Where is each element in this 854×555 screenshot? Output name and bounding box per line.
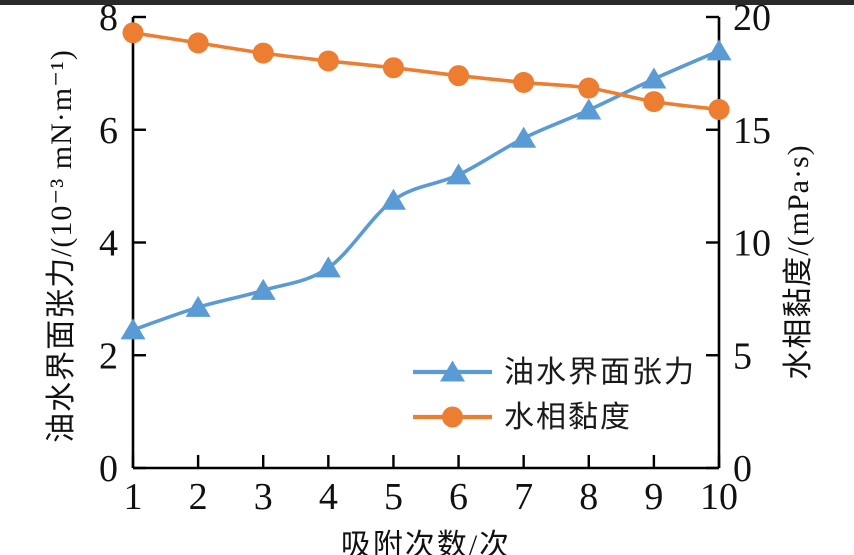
series-marker-1 (643, 91, 665, 113)
x-axis-title: 吸附次数/次 (340, 529, 512, 555)
x-axis-ticks: 1 2 3 4 5 6 7 8 9 10 (124, 455, 738, 518)
legend-triangle-icon (440, 360, 465, 382)
series-0 (120, 39, 732, 340)
series-marker-1 (708, 98, 730, 120)
x-tick-label: 4 (319, 476, 338, 518)
right-tick-label: 10 (733, 223, 771, 265)
left-y-axis-title: 油水界面张力/(10⁻³ mN·m⁻¹) (45, 49, 78, 443)
x-tick-label: 8 (579, 476, 598, 518)
series-marker-1 (513, 71, 535, 93)
left-tick-label: 2 (99, 335, 118, 377)
right-tick-label: 5 (733, 335, 752, 377)
series-marker-0 (511, 126, 537, 148)
x-tick-label: 6 (449, 476, 468, 518)
x-tick-label: 10 (700, 476, 738, 518)
right-y-axis-title: 水相黏度/(mPa·s) (782, 144, 815, 380)
series-marker-0 (185, 295, 211, 317)
x-tick-label: 1 (124, 476, 143, 518)
series-marker-0 (315, 256, 341, 278)
legend-label: 水相黏度 (504, 401, 632, 434)
series-marker-0 (446, 163, 472, 185)
series-line-0 (131, 49, 721, 332)
x-tick-label: 2 (189, 476, 208, 518)
x-tick-label: 5 (384, 476, 403, 518)
legend-circle-icon (442, 406, 463, 428)
series-marker-1 (252, 42, 274, 64)
left-tick-label: 4 (99, 223, 118, 265)
series-marker-1 (382, 57, 404, 79)
legend-label: 油水界面张力 (504, 356, 696, 389)
series-marker-0 (706, 39, 732, 61)
series-marker-1 (448, 65, 470, 87)
right-tick-label: 15 (733, 110, 771, 152)
left-tick-label: 0 (99, 448, 118, 490)
series-line-1 (131, 30, 721, 112)
series-marker-1 (578, 77, 600, 99)
figure-top-border (0, 0, 854, 5)
series-marker-0 (380, 188, 406, 210)
left-axis-ticks: 0 2 4 6 8 (99, 0, 146, 490)
right-tick-label: 0 (733, 448, 752, 490)
series-marker-0 (641, 67, 667, 89)
series-marker-1 (122, 22, 144, 44)
series-marker-0 (250, 278, 276, 300)
series-marker-0 (576, 98, 602, 120)
legend-entry-1: 水相黏度 (413, 401, 632, 434)
x-tick-label: 9 (644, 476, 663, 518)
left-tick-label: 8 (99, 0, 118, 39)
right-axis-ticks: 0 5 10 15 20 (706, 0, 771, 490)
series-marker-1 (187, 32, 209, 54)
series-marker-1 (317, 50, 339, 72)
series-1 (122, 22, 730, 120)
left-tick-label: 6 (99, 110, 118, 152)
legend-entry-0: 油水界面张力 (413, 356, 696, 389)
x-tick-label: 3 (254, 476, 273, 518)
series-marker-0 (120, 318, 146, 340)
right-tick-label: 20 (733, 0, 771, 39)
x-tick-label: 7 (514, 476, 533, 518)
